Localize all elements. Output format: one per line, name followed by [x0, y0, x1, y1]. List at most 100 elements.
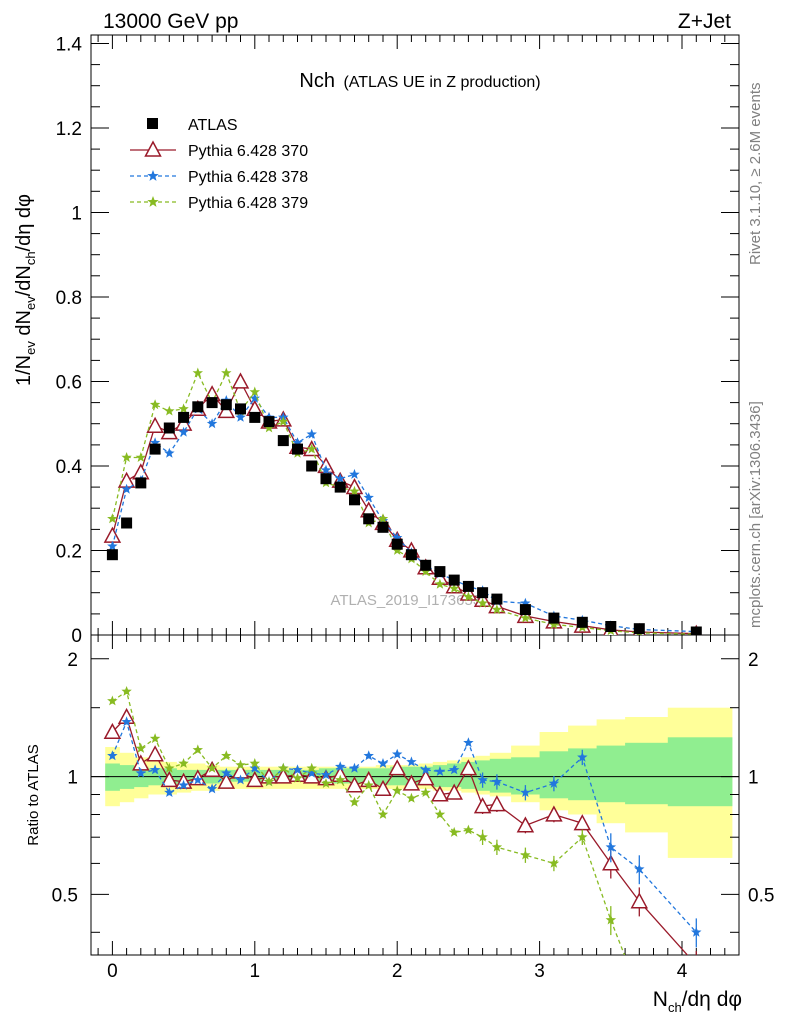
ratio-0-point: [416, 769, 435, 786]
series-2-point: [477, 597, 488, 608]
atlas-point: [220, 399, 232, 411]
atlas-point: [106, 549, 118, 561]
ratio-1-point: [577, 751, 588, 762]
ratio-2-point: [107, 695, 118, 706]
atlas-point: [178, 411, 190, 423]
ratio-1-point: [463, 737, 474, 748]
series-2-point: [149, 399, 161, 410]
ratio-1-point: [121, 716, 132, 727]
series-2-point: [135, 452, 147, 462]
atlas-point: [605, 621, 617, 632]
atlas-point: [477, 587, 489, 599]
ratio-2-point: [121, 686, 132, 696]
ratio-2-point: [221, 750, 232, 761]
ratio-0-point: [516, 816, 535, 833]
atlas-point: [135, 477, 147, 489]
series-0-point: [231, 372, 250, 389]
series-2-point: [392, 545, 403, 555]
ratio-0-point: [573, 814, 592, 831]
ratio-1-point: [406, 756, 417, 767]
atlas-point: [548, 612, 560, 624]
series-2-point: [107, 513, 118, 524]
ratio-1-point: [477, 774, 488, 785]
ratio-2-point: [392, 785, 403, 796]
series-2-point: [491, 604, 503, 615]
ratio-2-point: [548, 857, 560, 868]
atlas-point: [391, 538, 403, 550]
series-2-point: [178, 403, 189, 414]
y-tick-label: 0.2: [56, 542, 82, 563]
ratio-0-point: [488, 795, 506, 812]
atlas-point: [377, 521, 389, 533]
series-2-point: [306, 443, 317, 454]
atlas-point: [491, 593, 503, 605]
atlas-point: [363, 513, 375, 525]
ratio-2-point: [320, 778, 332, 788]
atlas-point: [434, 566, 446, 578]
series-1-point: [306, 428, 317, 439]
atlas-point: [633, 623, 645, 635]
ratio-2-point: [605, 914, 617, 925]
ratio-0-point: [103, 722, 122, 740]
ratio-1-point: [135, 767, 147, 778]
series-0-line: [111, 380, 697, 635]
y-tick-label: 0.6: [56, 373, 82, 394]
ratio-2-point: [463, 824, 474, 835]
ratio-1-point: [192, 774, 203, 785]
ratio-1-point: [392, 748, 403, 759]
series-2-point: [278, 416, 289, 427]
ratio-band-inner: [489, 758, 512, 793]
ratio-tick-label: 1: [67, 768, 78, 789]
atlas-point: [690, 626, 702, 635]
ratio-1-point: [434, 766, 446, 776]
atlas-point: [462, 580, 474, 592]
process-label: Z+Jet: [678, 10, 731, 33]
series-1-point: [363, 492, 374, 503]
watermark: ATLAS_2019_I1736531: [330, 592, 489, 609]
ratio-2-point: [406, 792, 417, 803]
atlas-point: [349, 494, 360, 506]
ratio-1-point: [520, 787, 531, 797]
ratio-2-point: [634, 987, 644, 997]
atlas-point: [192, 401, 204, 413]
ratio-1-point: [349, 762, 360, 773]
x-tick-label: 3: [534, 961, 545, 982]
ratio-1-point: [320, 769, 332, 780]
ratio-2-point: [491, 841, 503, 852]
series-1-point: [520, 597, 531, 608]
atlas-point: [334, 481, 346, 493]
series-0-point: [103, 526, 122, 543]
legend-379-marker: [147, 196, 159, 207]
x-tick-label: 0: [107, 961, 118, 982]
series-2-point: [548, 618, 560, 629]
series-2-point: [121, 452, 132, 462]
ratio-1-point: [448, 764, 460, 775]
series-2-point: [249, 386, 260, 397]
atlas-point: [235, 403, 246, 415]
series-2-point: [349, 485, 360, 496]
ratio-2-point: [363, 779, 374, 790]
ratio-2-point: [477, 831, 488, 842]
ratio-2-point: [335, 774, 346, 785]
energy-label: 13000 GeV pp: [103, 10, 238, 33]
legend: ATLAS Pythia 6.428 370 Pythia 6.428 378 …: [130, 117, 308, 212]
x-tick-label: 1: [250, 961, 261, 982]
ratio-series: [103, 686, 702, 997]
chart-title-main: Nch: [299, 70, 335, 92]
series-2-point: [192, 367, 203, 378]
ratio-1-point: [306, 767, 317, 778]
legend-370-label: Pythia 6.428 370: [188, 143, 308, 160]
ratio-0-point: [374, 779, 392, 797]
legend-370-marker: [144, 140, 162, 157]
ratio-2-point: [520, 849, 531, 860]
atlas-point: [121, 517, 133, 529]
ratio-1-point: [292, 764, 303, 775]
series-2-point: [434, 578, 446, 589]
ratio-1-point: [377, 758, 389, 768]
ratio-2-point: [377, 809, 389, 819]
mcplots-label: mcplots.cern.ch [arXiv:1306.3436]: [747, 401, 764, 628]
main-series: [103, 367, 702, 635]
ratio-band-inner: [347, 768, 363, 784]
x-tick-label: 2: [392, 961, 403, 982]
